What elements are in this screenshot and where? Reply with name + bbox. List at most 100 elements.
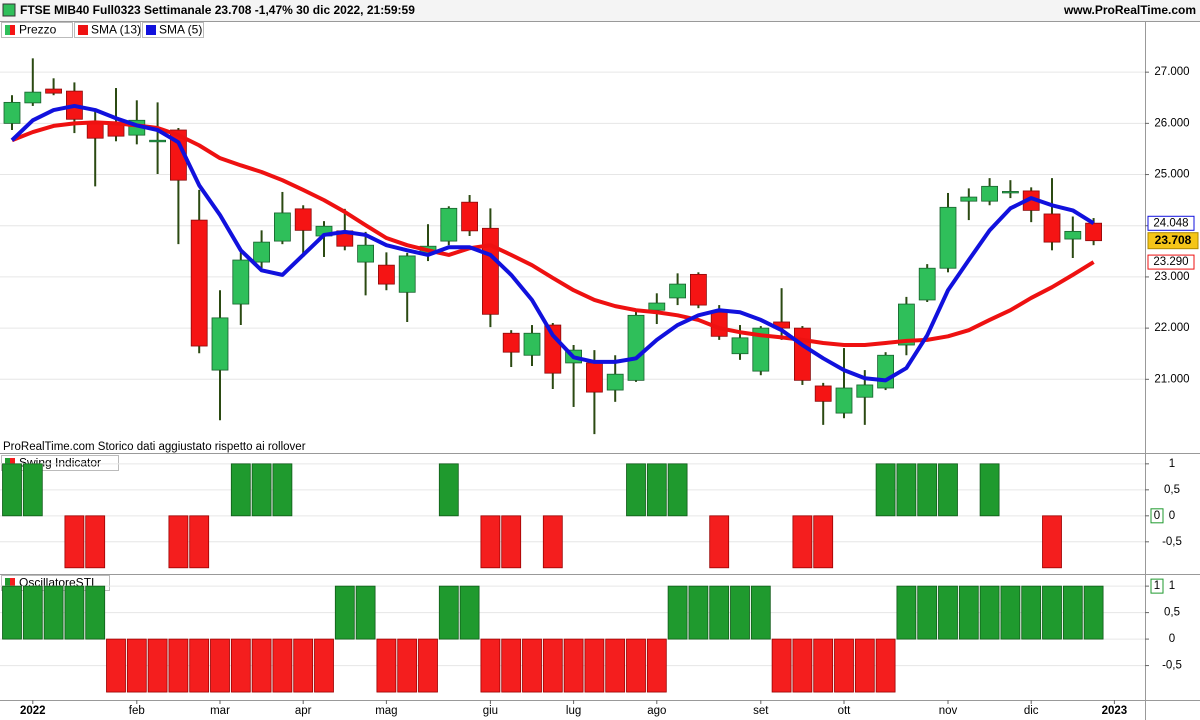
- indicator-bar: [251, 463, 272, 517]
- indicator-bar: [501, 515, 522, 569]
- indicator-bar: [293, 638, 314, 693]
- indicator-bar: [854, 638, 875, 693]
- y-tick-label: 23.000: [1154, 271, 1189, 283]
- app-icon: [2, 3, 16, 17]
- legend-label: SMA (13): [91, 23, 141, 37]
- candle-body: [440, 207, 458, 242]
- legend-swatch: [5, 458, 10, 468]
- candle-body: [669, 283, 686, 299]
- indicator-bar: [709, 515, 730, 569]
- indicator-bar: [64, 585, 85, 640]
- indicator-bar: [958, 585, 979, 640]
- candle-body: [877, 354, 894, 389]
- candle-body: [981, 185, 998, 202]
- indicator-bar: [230, 638, 251, 693]
- indicator-bar: [85, 515, 106, 569]
- legend-box[interactable]: [1, 22, 73, 38]
- indicator-bar: [189, 638, 210, 693]
- legend-swatch: [5, 578, 10, 588]
- x-tick-label: set: [753, 705, 769, 717]
- indicator-bar: [230, 463, 251, 517]
- indicator-bar: [22, 585, 43, 640]
- x-tick-label: mar: [210, 705, 230, 717]
- candle-body: [690, 273, 707, 306]
- candle-body: [190, 219, 208, 347]
- candle-body: [3, 101, 21, 124]
- y-tick-label: 0: [1169, 633, 1175, 645]
- indicator-bar: [917, 463, 938, 517]
- indicator-bar: [22, 463, 43, 517]
- candle-body: [294, 208, 312, 231]
- y-tick-label: -0,5: [1162, 660, 1182, 672]
- indicator-bar: [542, 638, 563, 693]
- candle-body: [523, 332, 541, 356]
- indicator-bar: [1021, 585, 1042, 640]
- indicator-bar: [938, 585, 958, 640]
- indicator-bar: [355, 585, 376, 640]
- indicator-bar: [189, 515, 210, 569]
- indicator-bar: [542, 515, 563, 569]
- indicator-bar: [418, 638, 438, 693]
- indicator-bar: [813, 638, 834, 693]
- candle-body: [502, 332, 520, 353]
- candle-body: [273, 212, 291, 242]
- candle-body: [606, 373, 624, 391]
- candle-body: [461, 201, 479, 232]
- indicator-bar: [605, 638, 626, 693]
- indicator-bar: [1042, 515, 1062, 569]
- indicator-bar: [106, 638, 126, 693]
- last-value-box: [1147, 254, 1195, 270]
- candle-body: [648, 302, 666, 311]
- candle-body: [377, 264, 395, 285]
- x-tick-label: 2022: [20, 705, 46, 717]
- candle-body: [211, 317, 229, 371]
- y-tick-label: 1: [1169, 580, 1175, 592]
- candle-body: [149, 139, 167, 143]
- candle-body: [627, 314, 645, 381]
- indicator-bar: [792, 638, 813, 693]
- last-value-label: 0: [1154, 510, 1160, 522]
- indicator-bar: [771, 638, 792, 693]
- indicator-bar: [480, 638, 501, 693]
- candle-body: [1085, 222, 1102, 242]
- x-tick-label: mag: [375, 705, 397, 717]
- legend-box[interactable]: [74, 22, 141, 38]
- indicator-bar: [1062, 585, 1083, 640]
- last-value-box: [1150, 578, 1164, 594]
- indicator-bar: [626, 638, 646, 693]
- x-tick-label: lug: [566, 705, 581, 717]
- legend-swatch: [5, 25, 10, 35]
- candle-body: [835, 387, 853, 414]
- indicator-bar: [43, 585, 64, 640]
- site-label[interactable]: www.ProRealTime.com: [1063, 3, 1196, 17]
- y-tick-label: 22.000: [1154, 322, 1189, 334]
- candle-body: [232, 259, 250, 305]
- indicator-bar: [1083, 585, 1104, 640]
- indicator-bar: [938, 463, 958, 517]
- y-tick-label: 21.000: [1154, 373, 1189, 385]
- candle-body: [794, 327, 811, 381]
- indicator-bar: [334, 585, 355, 640]
- indicator-bar: [85, 585, 106, 640]
- indicator-bar: [272, 638, 293, 693]
- indicator-bar: [896, 585, 917, 640]
- candle-body: [731, 337, 749, 355]
- legend-box[interactable]: [142, 22, 204, 38]
- last-value-label: 23.290: [1153, 256, 1188, 268]
- y-tick-label: 1: [1169, 458, 1175, 470]
- candle-body: [939, 206, 957, 269]
- last-price-label: 23.708: [1155, 233, 1192, 247]
- legend-label: SMA (5): [159, 23, 202, 37]
- indicator-bar: [438, 585, 459, 640]
- legend-swatch: [146, 25, 156, 35]
- indicator-bar: [501, 638, 522, 693]
- indicator-bar: [979, 585, 1000, 640]
- indicator-bar: [584, 638, 605, 693]
- x-tick-label: ott: [838, 705, 852, 717]
- indicator-bar: [314, 638, 334, 693]
- legend-swatch: [10, 458, 15, 468]
- y-tick-label: 0,5: [1164, 484, 1180, 496]
- indicator-bar: [875, 638, 896, 693]
- chart-title: FTSE MIB40 Full0323 Settimanale 23.708 -…: [20, 3, 415, 17]
